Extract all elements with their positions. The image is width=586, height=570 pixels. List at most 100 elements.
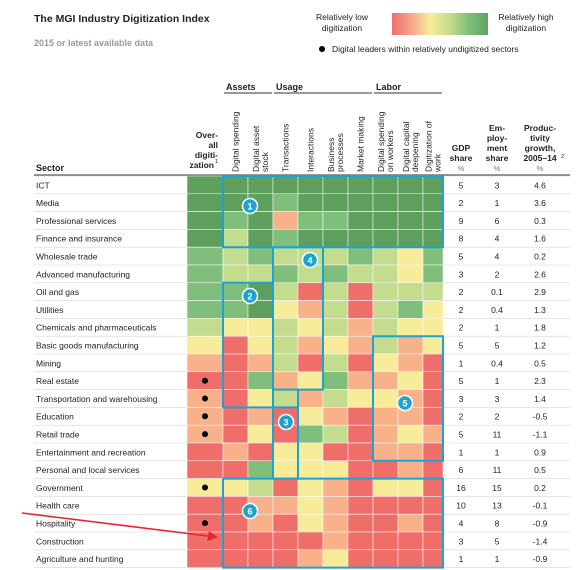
heatmap-cell <box>222 371 249 390</box>
heatmap-cell <box>397 478 424 497</box>
heatmap-cell <box>247 531 274 551</box>
heatmap-cell <box>322 229 349 248</box>
heatmap-cell <box>297 460 324 479</box>
heatmap-cell <box>372 460 399 479</box>
overall-header: digiti- <box>195 150 218 160</box>
productivity-growth-value: 2.6 <box>534 269 546 279</box>
heatmap-cell <box>347 424 374 444</box>
callout-circle <box>396 394 414 412</box>
heatmap-cell <box>397 264 424 284</box>
heatmap-cell <box>422 193 444 212</box>
employment-share-value: 1 <box>495 376 500 386</box>
heatmap-cell <box>397 211 424 230</box>
leader-dot <box>202 431 208 438</box>
heatmap-cell <box>347 513 374 533</box>
heatmap-cell <box>422 229 444 248</box>
heatmap-cell <box>372 549 399 568</box>
cluster-frame-6 <box>222 477 444 569</box>
heatmap-cell <box>347 193 374 212</box>
heatmap-cell <box>247 407 274 426</box>
heatmap-cell <box>272 496 299 515</box>
heatmap-cell <box>297 478 324 497</box>
productivity-footnote: 2 <box>561 154 564 160</box>
heatmap-cell <box>222 300 249 319</box>
leader-dot <box>202 484 208 491</box>
cluster-callouts: 1 2 3 4 5 6 <box>241 197 414 520</box>
chart-title: The MGI Industry Digitization Index <box>34 13 210 25</box>
productivity-growth-value: 1.3 <box>534 305 546 315</box>
legend-high-label: Relatively high <box>498 12 554 22</box>
heatmap-cell <box>422 211 444 230</box>
sector-header: Sector <box>36 163 65 173</box>
heatmap-cell <box>247 175 274 195</box>
callout-number: 5 <box>402 398 407 408</box>
heatmap-cell <box>422 371 444 390</box>
metric-header: Transactions <box>281 124 291 172</box>
productivity-growth-value: 0.2 <box>534 483 546 493</box>
gdp-share-value: 8 <box>459 234 464 244</box>
heatmap-cell <box>322 246 349 266</box>
heatmap-cell <box>322 335 349 355</box>
employment-share-value: 3 <box>495 394 500 404</box>
heatmap-cell <box>322 513 349 533</box>
heatmap-cell <box>247 389 274 408</box>
heatmap-cell <box>322 300 349 319</box>
productivity-growth-value: 2.3 <box>534 376 546 386</box>
heatmap-cell <box>422 353 444 373</box>
productivity-growth-value: -0.1 <box>533 501 548 511</box>
heatmap-cell <box>297 175 324 195</box>
chart-subtitle: 2015 or latest available data <box>34 38 154 48</box>
productivity-header: growth, <box>525 143 556 153</box>
heatmap-cell <box>186 246 224 266</box>
heatmap-cell <box>297 407 324 426</box>
heatmap-cell <box>186 496 224 515</box>
employment-share-value: 6 <box>495 216 500 226</box>
callout-circle <box>241 502 259 520</box>
sector-label: Government <box>36 483 83 493</box>
heatmap-cell <box>347 389 374 408</box>
heatmap-cell <box>222 318 249 337</box>
productivity-growth-value: -1.1 <box>533 430 548 440</box>
heatmap-cell <box>347 175 374 195</box>
heatmap-cell <box>372 246 399 266</box>
legend-gradient-bar <box>392 13 488 35</box>
heatmap-cell <box>222 175 249 195</box>
productivity-growth-value: -0.9 <box>533 519 548 529</box>
leader-dot <box>202 413 208 420</box>
heatmap-cell <box>186 300 224 319</box>
heatmap-cell <box>297 211 324 230</box>
heatmap-cell <box>347 264 374 284</box>
heatmap-cell <box>186 318 224 337</box>
productivity-header: tivity <box>530 133 550 143</box>
employment-share-header: Em- <box>489 123 505 133</box>
callout-number: 4 <box>307 255 312 265</box>
sector-label: Agriculture and hunting <box>36 554 124 564</box>
callout-number: 3 <box>283 417 288 427</box>
sector-label: Health care <box>36 501 80 511</box>
gdp-share-value: 5 <box>459 180 464 190</box>
heatmap-cell <box>372 175 399 195</box>
gdp-share-value: 5 <box>459 430 464 440</box>
heatmap-cell <box>422 246 444 266</box>
heatmap-cell <box>186 229 224 248</box>
metric-header: deepening <box>410 132 420 172</box>
heatmap-cell <box>422 478 444 497</box>
heatmap-cell <box>247 371 274 390</box>
heatmap-cell <box>347 496 374 515</box>
heatmap-cell <box>297 442 324 462</box>
heatmap-cell <box>322 353 349 373</box>
heatmap-cell <box>297 300 324 319</box>
heatmap-cell <box>272 300 299 319</box>
heatmap-cell <box>186 264 224 284</box>
productivity-growth-value: 1.8 <box>534 323 546 333</box>
employment-share-value: 0.1 <box>491 287 503 297</box>
heatmap-cell <box>222 246 249 266</box>
productivity-growth-value: -0.9 <box>533 554 548 564</box>
heatmap-cell <box>297 353 324 373</box>
heatmap-cell <box>222 531 249 551</box>
employment-share-value: 11 <box>493 430 502 440</box>
heatmap-cell <box>272 211 299 230</box>
heatmap-cell <box>222 389 249 408</box>
heatmap-cell <box>222 335 249 355</box>
productivity-growth-value: 4.6 <box>534 180 546 190</box>
